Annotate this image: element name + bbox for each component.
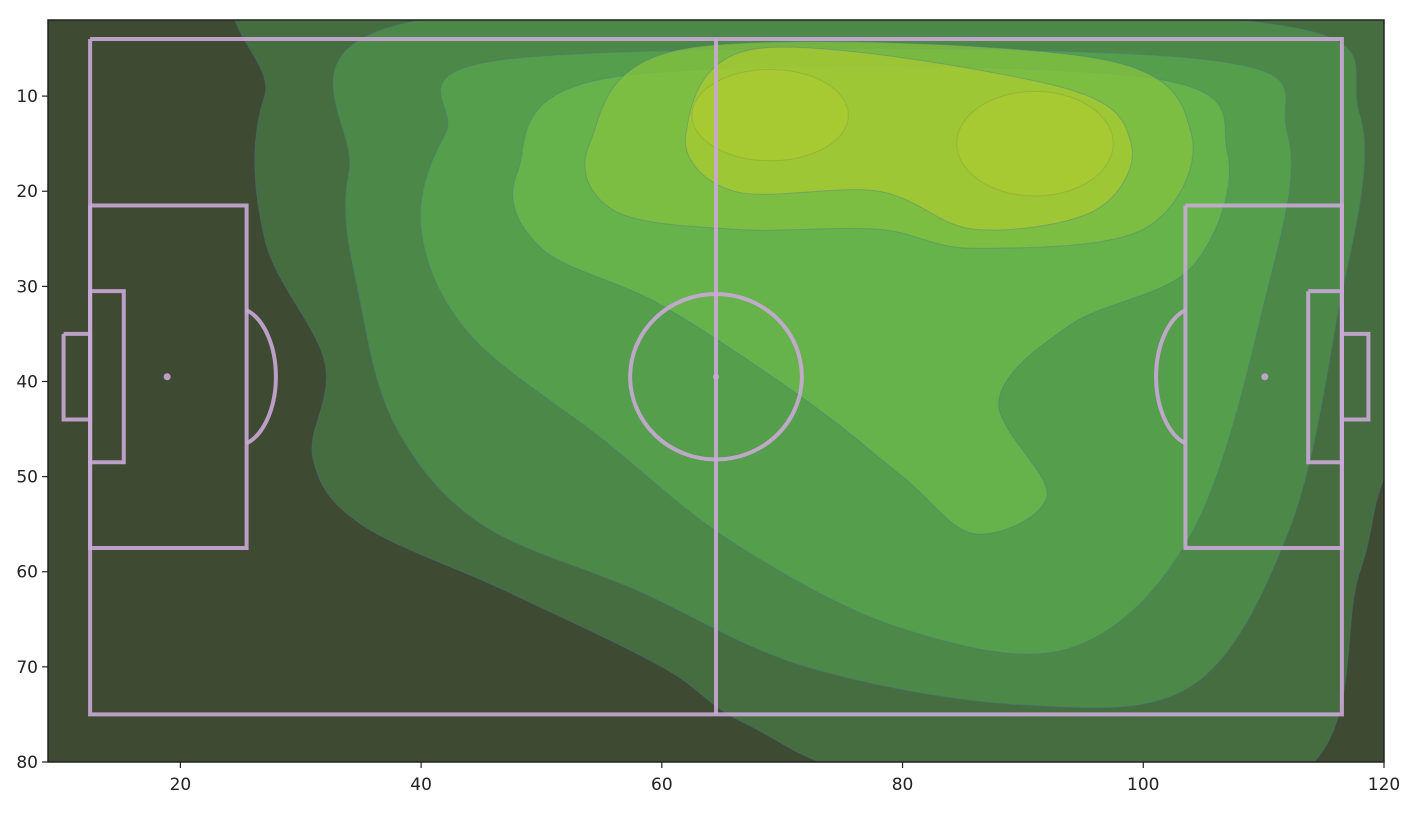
- right-penalty-arc: [1154, 308, 1187, 446]
- right-six-yard-box: [1306, 289, 1344, 465]
- left-penalty-arc: [245, 308, 278, 446]
- football-pitch: [61, 37, 1371, 717]
- density-peak-2: [956, 90, 1114, 197]
- x-tick-label: 100: [1127, 775, 1159, 795]
- y-tick-label: 60: [16, 563, 38, 583]
- left-penalty-spot: [163, 373, 171, 381]
- plot-frame: [47, 19, 1385, 763]
- center-circle: [628, 291, 804, 462]
- x-tick-label: 20: [170, 775, 192, 795]
- y-tick-label: 70: [16, 658, 38, 678]
- x-tick-label: 80: [892, 775, 914, 795]
- y-tick-label: 30: [16, 277, 38, 297]
- y-tick-label: 10: [16, 87, 38, 107]
- left-goal: [61, 331, 93, 422]
- right-goal: [1339, 331, 1371, 422]
- density-contours: [234, 20, 1384, 762]
- y-tick-label: 50: [16, 468, 38, 488]
- x-tick-label: 40: [410, 775, 432, 795]
- y-tick-label: 80: [16, 753, 38, 773]
- x-tick-label: 60: [651, 775, 673, 795]
- x-tick-label: 120: [1368, 775, 1400, 795]
- density-peak-1: [691, 68, 849, 162]
- right-penalty-spot: [1261, 373, 1269, 381]
- center-spot: [713, 373, 719, 380]
- y-tick-label: 20: [16, 182, 38, 202]
- y-tick-label: 40: [16, 372, 38, 392]
- right-penalty-box: [1183, 203, 1344, 550]
- x-axis: 20 40 60 80 100 120: [170, 762, 1400, 795]
- y-axis: 10 20 30 40 50 60 70 80: [16, 87, 48, 773]
